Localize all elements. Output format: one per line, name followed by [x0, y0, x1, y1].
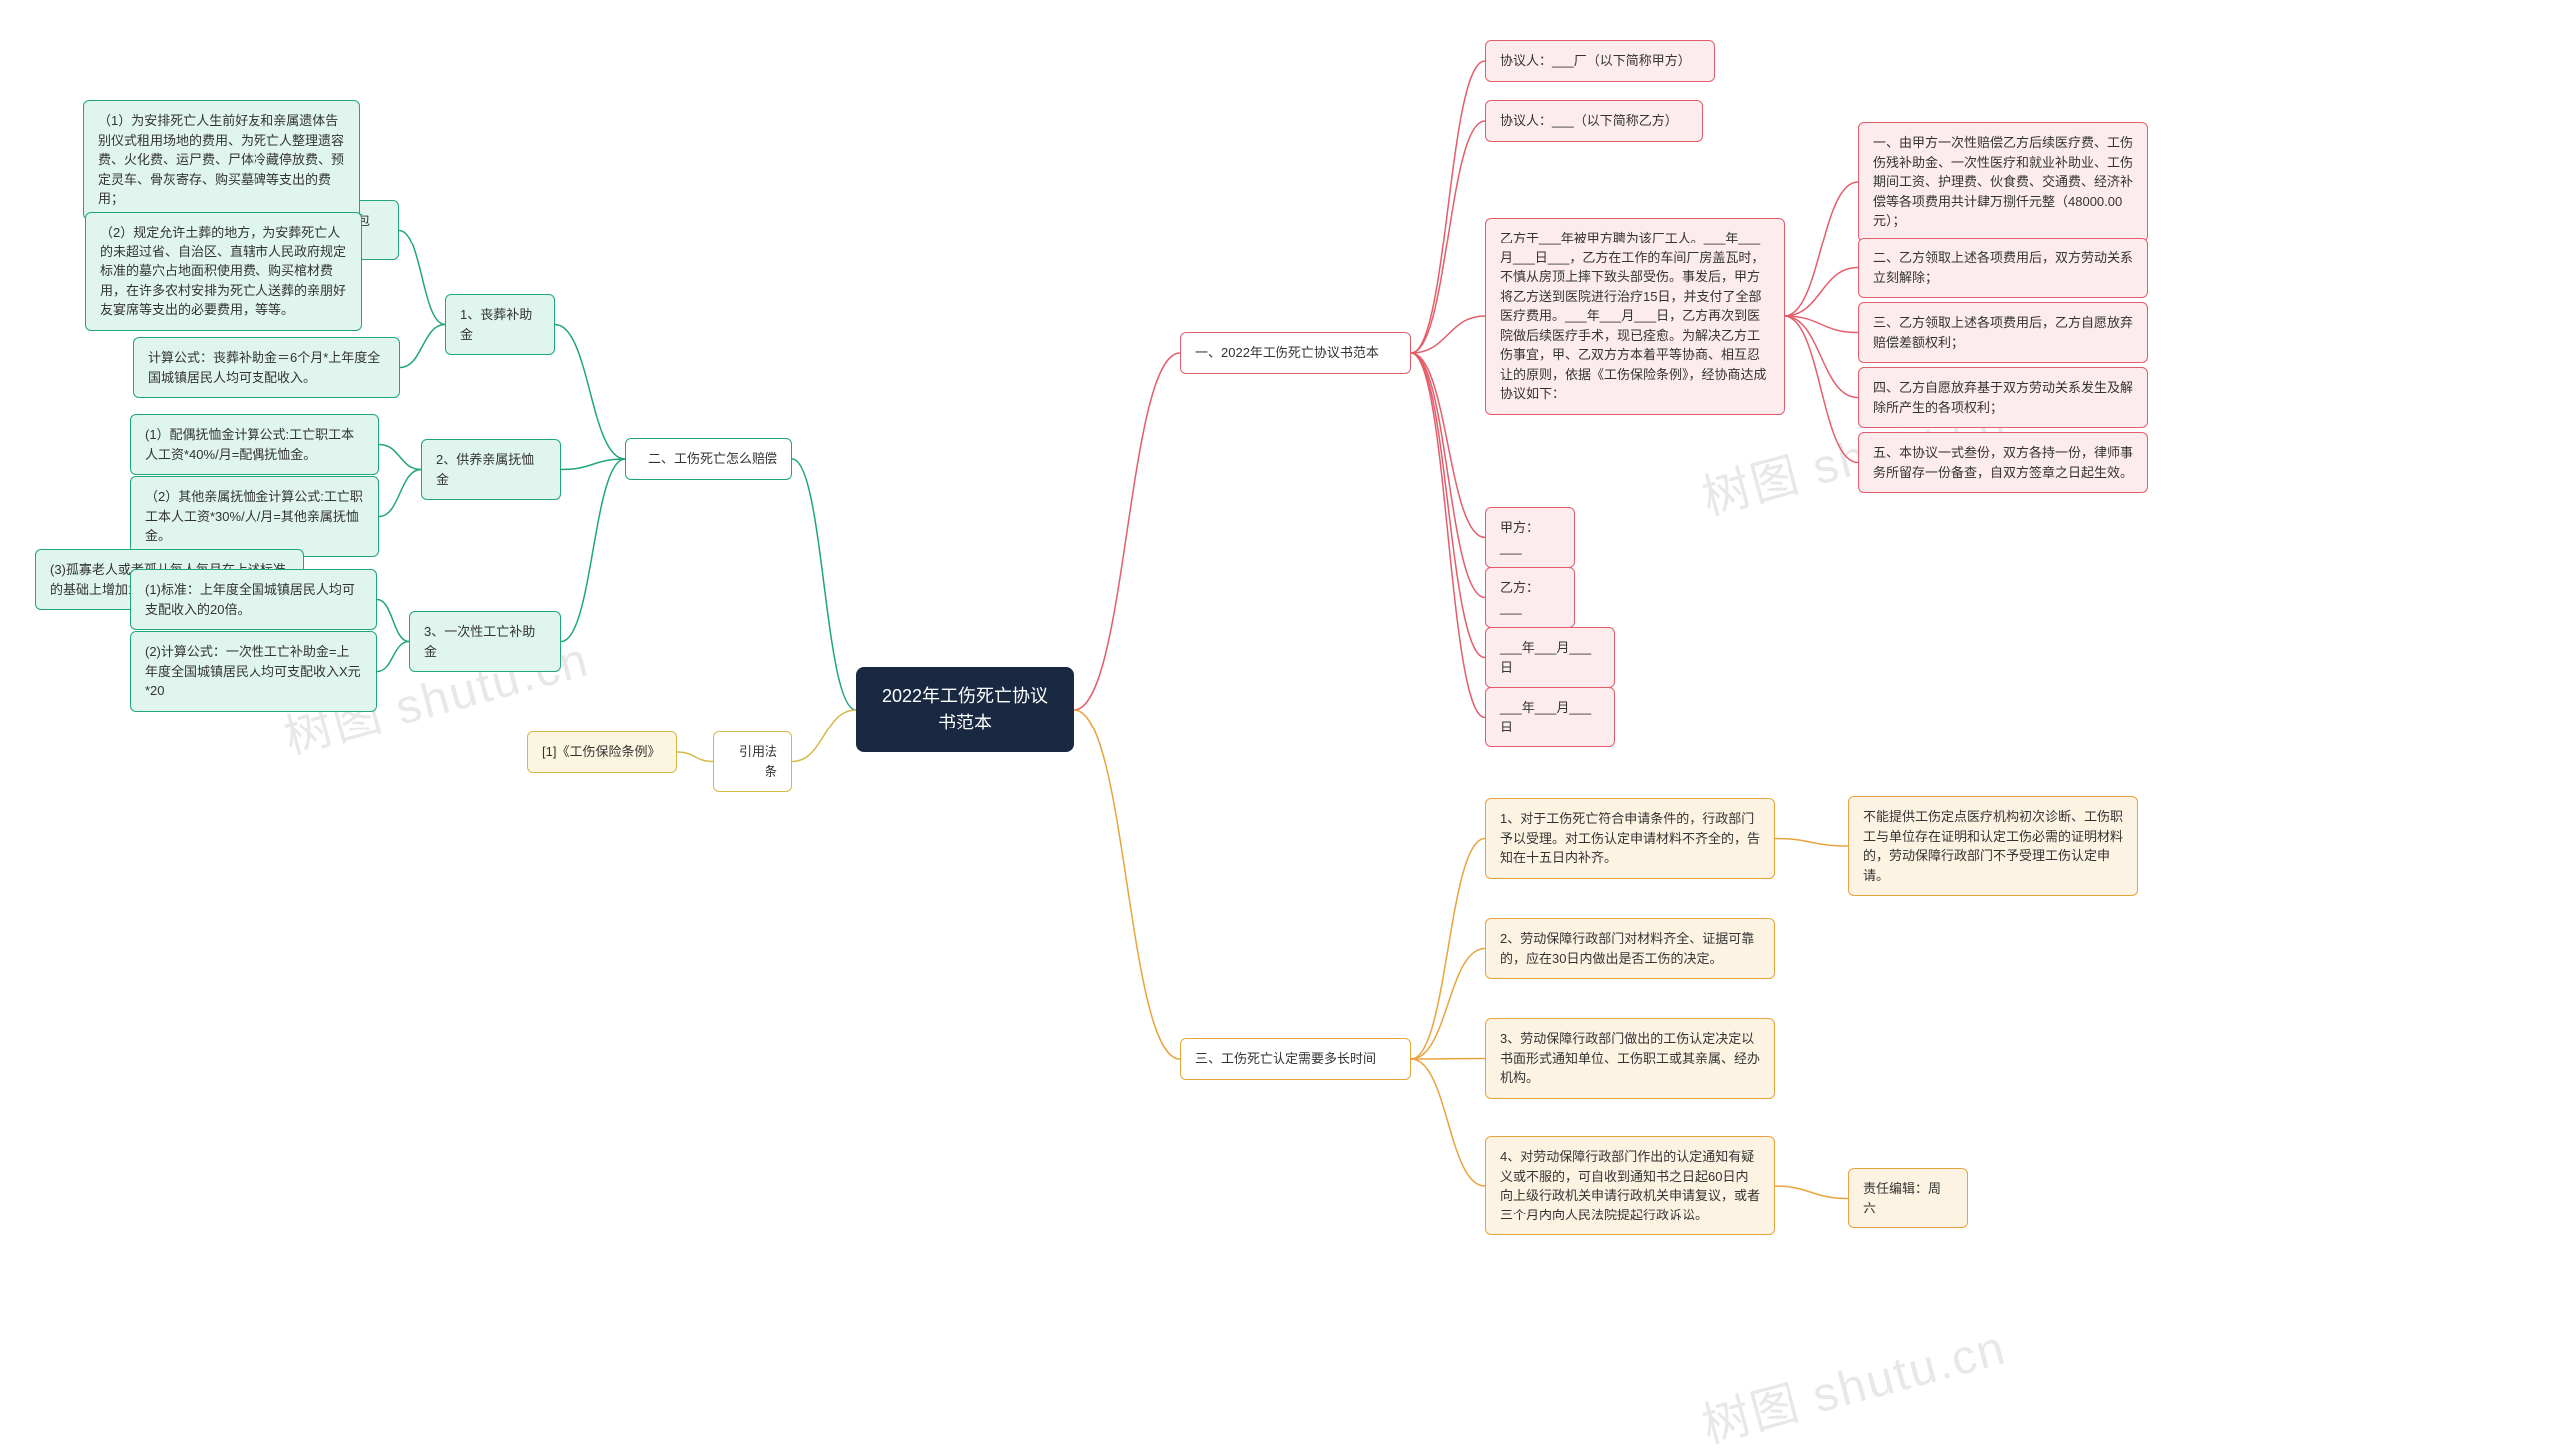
node-b2[interactable]: 二、工伤死亡怎么赔偿: [625, 438, 792, 480]
node-b3_1a[interactable]: 不能提供工伤定点医疗机构初次诊断、工伤职工与单位存在证明和认定工伤必需的证明材料…: [1848, 796, 2138, 896]
node-b3_4a[interactable]: 责任编辑：周六: [1848, 1168, 1968, 1228]
node-b1_3e[interactable]: 五、本协议一式叁份，双方各持一份，律师事务所留存一份备查，自双方签章之日起生效。: [1858, 432, 2148, 493]
node-b4[interactable]: 引用法条: [713, 731, 792, 792]
node-b1_5[interactable]: 乙方：___: [1485, 567, 1575, 628]
node-b2_2b[interactable]: （2）其他亲属抚恤金计算公式:工亡职工本人工资*30%/人/月=其他亲属抚恤金。: [130, 476, 379, 557]
node-b2_2[interactable]: 2、供养亲属抚恤金: [421, 439, 561, 500]
node-b2_1b[interactable]: 计算公式：丧葬补助金＝6个月*上年度全国城镇居民人均可支配收入。: [133, 337, 400, 398]
node-b1_2[interactable]: 协议人：___（以下简称乙方）: [1485, 100, 1703, 142]
node-b1_1[interactable]: 协议人：___厂（以下简称甲方）: [1485, 40, 1715, 82]
node-b1_4[interactable]: 甲方：___: [1485, 507, 1575, 568]
node-b1[interactable]: 一、2022年工伤死亡协议书范本: [1180, 332, 1411, 374]
node-b3[interactable]: 三、工伤死亡认定需要多长时间: [1180, 1038, 1411, 1080]
node-b2_3a[interactable]: (1)标准：上年度全国城镇居民人均可支配收入的20倍。: [130, 569, 377, 630]
node-b1_3c[interactable]: 三、乙方领取上述各项费用后，乙方自愿放弃赔偿差额权利；: [1858, 302, 2148, 363]
node-b3_2[interactable]: 2、劳动保障行政部门对材料齐全、证据可靠的，应在30日内做出是否工伤的决定。: [1485, 918, 1775, 979]
root-node[interactable]: 2022年工伤死亡协议书范本: [856, 667, 1074, 752]
node-b1_3[interactable]: 乙方于___年被甲方聘为该厂工人。___年___月___日___，乙方在工作的车…: [1485, 218, 1785, 415]
node-b2_3b[interactable]: (2)计算公式：一次性工亡补助金=上年度全国城镇居民人均可支配收入X元*20: [130, 631, 377, 712]
node-b1_3a[interactable]: 一、由甲方一次性赔偿乙方后续医疗费、工伤伤残补助金、一次性医疗和就业补助业、工伤…: [1858, 122, 2148, 242]
node-b2_2a[interactable]: (1）配偶抚恤金计算公式:工亡职工本人工资*40%/月=配偶抚恤金。: [130, 414, 379, 475]
node-b1_6[interactable]: ___年___月___日: [1485, 627, 1615, 688]
node-b2_1[interactable]: 1、丧葬补助金: [445, 294, 555, 355]
node-b1_7[interactable]: ___年___月___日: [1485, 687, 1615, 747]
node-b1_3b[interactable]: 二、乙方领取上述各项费用后，双方劳动关系立刻解除；: [1858, 238, 2148, 298]
node-b2_1a2[interactable]: （2）规定允许土葬的地方，为安葬死亡人的未超过省、自治区、直辖市人民政府规定标准…: [85, 212, 362, 331]
node-b1_3d[interactable]: 四、乙方自愿放弃基于双方劳动关系发生及解除所产生的各项权利；: [1858, 367, 2148, 428]
node-b3_1[interactable]: 1、对于工伤死亡符合申请条件的，行政部门予以受理。对工伤认定申请材料不齐全的，告…: [1485, 798, 1775, 879]
node-b2_1a1[interactable]: （1）为安排死亡人生前好友和亲属遗体告别仪式租用场地的费用、为死亡人整理遗容费、…: [83, 100, 360, 220]
watermark: 树图 shutu.cn: [1693, 1308, 2012, 1456]
node-b4_1[interactable]: [1]《工伤保险条例》: [527, 731, 677, 773]
node-b2_3[interactable]: 3、一次性工亡补助金: [409, 611, 561, 672]
node-b3_4[interactable]: 4、对劳动保障行政部门作出的认定通知有疑义或不服的，可自收到通知书之日起60日内…: [1485, 1136, 1775, 1235]
node-b3_3[interactable]: 3、劳动保障行政部门做出的工伤认定决定以书面形式通知单位、工伤职工或其亲属、经办…: [1485, 1018, 1775, 1099]
